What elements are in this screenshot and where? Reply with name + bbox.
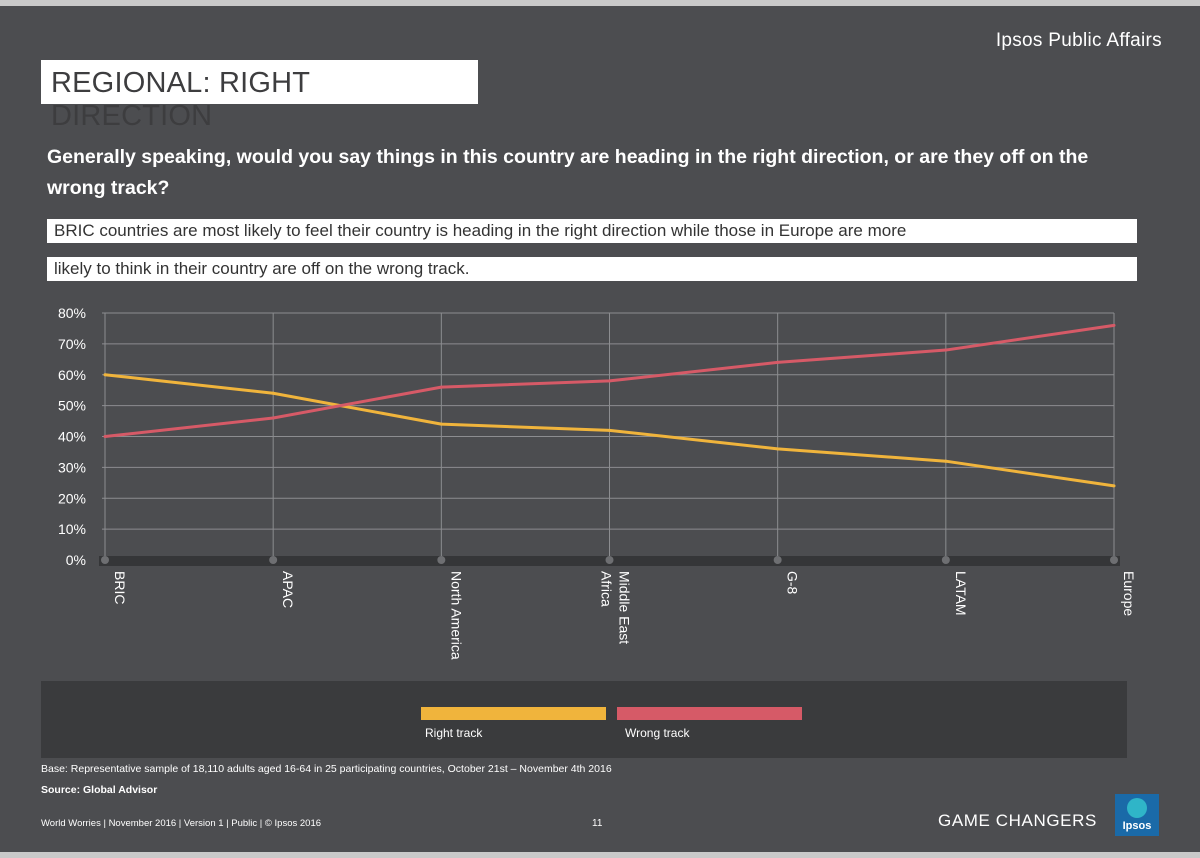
page-number: 11 xyxy=(592,818,603,829)
axis-dot xyxy=(773,556,782,564)
point-wrong-track xyxy=(439,385,443,389)
logo-text: Ipsos xyxy=(1123,820,1152,832)
point-right-track xyxy=(608,428,611,432)
point-right-track xyxy=(271,391,275,395)
axis-dot xyxy=(605,556,614,564)
ipsos-logo: Ipsos xyxy=(1115,794,1159,836)
page-title: REGIONAL: RIGHT DIRECTION xyxy=(51,67,310,132)
axis-dot xyxy=(101,556,109,564)
point-right-track xyxy=(776,447,780,451)
legend-label-wrong-track: Wrong track xyxy=(625,726,690,740)
point-wrong-track xyxy=(608,379,611,383)
point-wrong-track xyxy=(271,416,275,420)
x-tick-label: Europe xyxy=(1121,571,1137,616)
legend-label-right-track: Right track xyxy=(425,726,483,740)
brand-label: Ipsos Public Affairs xyxy=(995,30,1162,51)
x-tick-label: LATAM xyxy=(953,571,969,616)
y-tick-label: 60% xyxy=(58,367,86,383)
point-wrong-track xyxy=(944,348,948,352)
axis-dot xyxy=(269,556,278,564)
title-box: REGIONAL: RIGHT DIRECTION xyxy=(41,60,478,132)
y-tick-label: 30% xyxy=(58,459,86,475)
source-note: Source: Global Advisor xyxy=(41,784,158,796)
y-tick-label: 70% xyxy=(58,336,86,352)
highlight-line-2: likely to think in their country are off… xyxy=(47,257,1137,281)
legend-swatch-right-track xyxy=(421,707,606,720)
y-tick-label: 10% xyxy=(58,521,86,537)
axis-dot xyxy=(941,556,950,564)
x-tick-label: BRIC xyxy=(112,571,128,604)
axis-dot xyxy=(437,556,446,564)
highlight-line-1: BRIC countries are most likely to feel t… xyxy=(47,219,1137,243)
point-right-track xyxy=(103,373,107,377)
point-wrong-track xyxy=(103,435,107,438)
y-tick-label: 0% xyxy=(66,552,86,568)
point-right-track xyxy=(944,459,948,463)
y-tick-label: 40% xyxy=(58,429,86,445)
survey-question: Generally speaking, would you say things… xyxy=(47,146,1089,199)
x-tick-label: North America xyxy=(448,571,464,660)
point-right-track xyxy=(1112,484,1116,488)
point-wrong-track xyxy=(776,360,780,364)
x-tick-label: G-8 xyxy=(785,571,801,595)
point-right-track xyxy=(439,422,443,426)
x-tick-label: Africa xyxy=(599,571,615,607)
y-tick-label: 80% xyxy=(58,305,86,321)
x-tick-label: APAC xyxy=(280,571,296,608)
y-tick-label: 20% xyxy=(58,490,86,506)
legend-swatch-wrong-track xyxy=(617,707,802,720)
point-wrong-track xyxy=(1112,323,1116,327)
base-note: Base: Representative sample of 18,110 ad… xyxy=(41,763,612,775)
axis-dot xyxy=(1110,556,1118,564)
tagline: GAME CHANGERS xyxy=(938,811,1097,830)
x-tick-label: Middle East xyxy=(617,571,633,644)
y-tick-label: 50% xyxy=(58,398,86,414)
footer-text: World Worries | November 2016 | Version … xyxy=(41,818,322,829)
